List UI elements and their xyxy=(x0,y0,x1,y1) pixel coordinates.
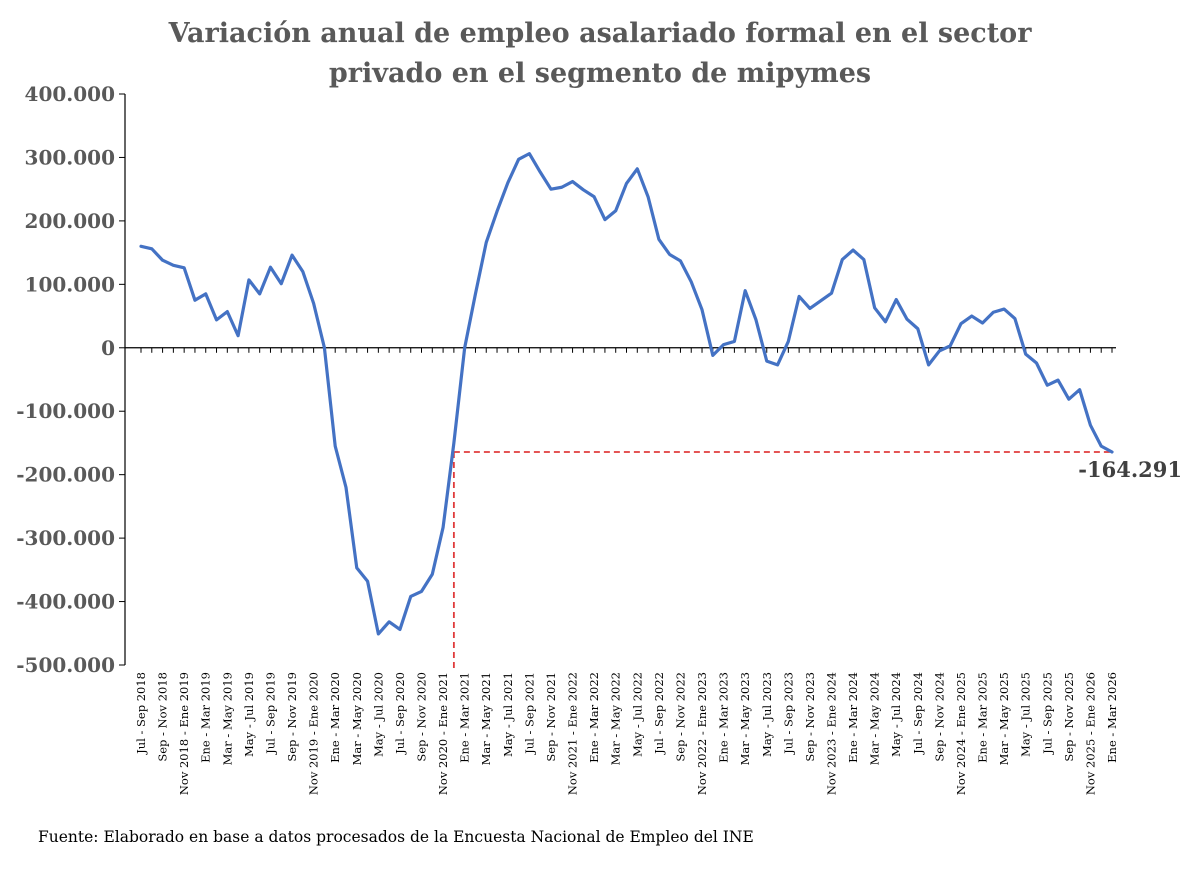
x-tick-label: May - Jul 2020 xyxy=(371,672,385,757)
x-tick-label: May - Jul 2019 xyxy=(242,672,256,757)
x-tick-label: Jul - Sep 2020 xyxy=(393,672,407,755)
x-tick-label: Sep - Nov 2020 xyxy=(415,672,429,762)
x-tick-label: Jul - Sep 2025 xyxy=(1040,672,1054,755)
x-tick-label: Jul - Sep 2019 xyxy=(263,672,277,755)
y-tick-label: -400.000 xyxy=(16,590,115,614)
x-tick-label: May - Jul 2025 xyxy=(1019,672,1033,757)
y-tick-label: -100.000 xyxy=(16,399,115,423)
x-tick-label: Ene - Mar 2021 xyxy=(458,672,472,763)
y-tick-label: 100.000 xyxy=(25,272,115,296)
source-note: Fuente: Elaborado en base a datos proces… xyxy=(38,828,754,846)
x-tick-label: May - Jul 2024 xyxy=(889,672,903,757)
y-tick-label: 0 xyxy=(101,336,115,360)
x-tick-label: Mar - May 2025 xyxy=(997,672,1011,765)
x-tick-label: Mar - May 2021 xyxy=(479,672,493,765)
x-tick-label: May - Jul 2021 xyxy=(501,672,515,757)
x-tick-label: Nov 2023 - Ene 2024 xyxy=(824,672,838,795)
x-tick-label: Nov 2020 - Ene 2021 xyxy=(436,672,450,795)
x-tick-label: Nov 2018 - Ene 2019 xyxy=(177,672,191,795)
x-tick-label: Sep - Nov 2019 xyxy=(285,672,299,762)
series-group xyxy=(139,152,1114,636)
x-tick-label: Jul - Sep 2022 xyxy=(652,672,666,755)
x-tick-label: Sep - Nov 2018 xyxy=(156,672,170,762)
x-tick-label: Mar - May 2020 xyxy=(350,672,364,765)
x-tick-label: Ene - Mar 2023 xyxy=(717,672,731,763)
x-tick-label: Ene - Mar 2024 xyxy=(846,672,860,763)
y-tick-label: 300.000 xyxy=(25,145,115,169)
x-tick-label: Ene - Mar 2025 xyxy=(976,672,990,763)
x-tick-label: Jul - Sep 2021 xyxy=(522,672,536,755)
x-tick-label: Nov 2019 - Ene 2020 xyxy=(307,672,321,795)
x-tick-label: Nov 2024 - Ene 2025 xyxy=(954,672,968,795)
series-line xyxy=(139,152,1114,636)
x-tick-label: Sep - Nov 2023 xyxy=(803,672,817,762)
reference-lines xyxy=(452,451,1112,668)
x-tick-label: Ene - Mar 2026 xyxy=(1105,672,1119,763)
x-tick-label: Ene - Mar 2020 xyxy=(328,672,342,763)
x-tick-label: Nov 2022 - Ene 2023 xyxy=(695,672,709,795)
x-tick-label: May - Jul 2022 xyxy=(630,672,644,757)
y-tick-label: 400.000 xyxy=(25,82,115,106)
x-tick-label: Ene - Mar 2019 xyxy=(199,672,213,763)
x-tick-label: Jul - Sep 2018 xyxy=(134,672,148,755)
x-tick-label: Jul - Sep 2024 xyxy=(911,672,925,755)
x-tick-label: Sep - Nov 2024 xyxy=(932,672,946,762)
y-tick-label: -500.000 xyxy=(16,653,115,677)
data-label-last-value: -164.291 xyxy=(1078,457,1182,482)
x-tick-label: Sep - Nov 2021 xyxy=(544,672,558,762)
x-tick-label: Jul - Sep 2023 xyxy=(781,672,795,755)
y-tick-label: -300.000 xyxy=(16,526,115,550)
x-tick-label: May - Jul 2023 xyxy=(760,672,774,757)
x-tick-label: Sep - Nov 2025 xyxy=(1062,672,1076,762)
x-tick-label: Mar - May 2019 xyxy=(220,672,234,765)
x-tick-label: Sep - Nov 2022 xyxy=(673,672,687,762)
x-axis: Jul - Sep 2018 Sep - Nov 2018 Nov 2018 - E… xyxy=(125,347,1119,795)
y-tick-label: 200.000 xyxy=(25,209,115,233)
annotations: -164.291 xyxy=(1078,457,1182,482)
x-tick-label: Mar - May 2023 xyxy=(738,672,752,765)
x-tick-label: Nov 2025 - Ene 2026 xyxy=(1083,672,1097,795)
chart-title: Variación anual de empleo asalariado for… xyxy=(168,18,1032,89)
x-tick-label: Mar - May 2024 xyxy=(868,672,882,765)
x-tick-label: Nov 2021 - Ene 2022 xyxy=(566,672,580,795)
x-tick-label: Ene - Mar 2022 xyxy=(587,672,601,763)
x-tick-label: Mar - May 2022 xyxy=(609,672,623,765)
y-axis: 400.000 300.000 200.000 100.000 0 -100.000 -20… xyxy=(16,82,126,677)
y-tick-label: -200.000 xyxy=(16,463,115,487)
